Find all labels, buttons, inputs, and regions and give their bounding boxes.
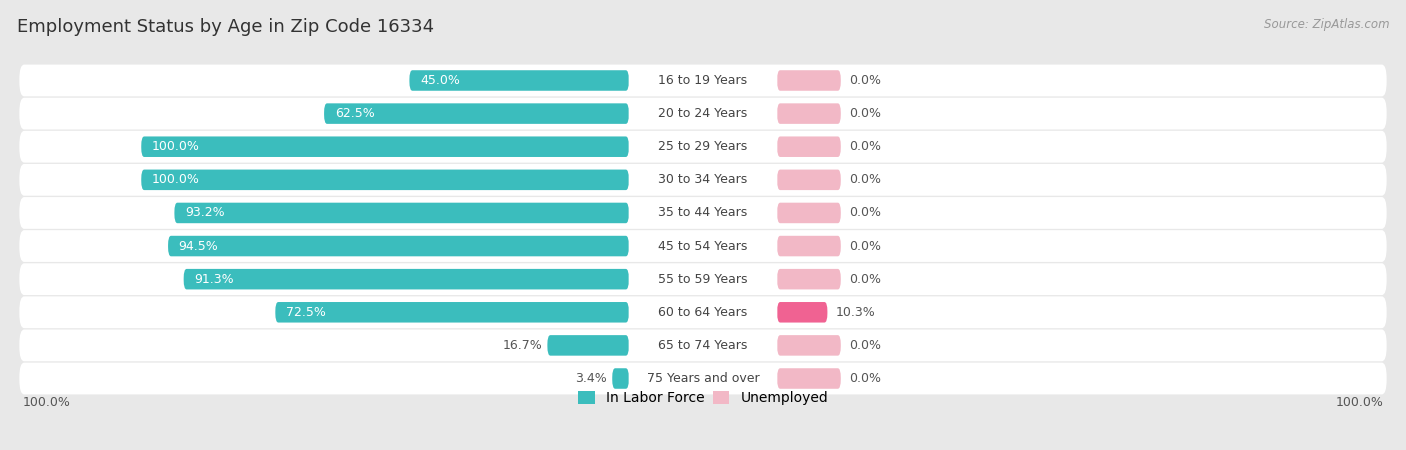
FancyBboxPatch shape [20,164,1386,196]
Text: 100.0%: 100.0% [152,173,200,186]
FancyBboxPatch shape [778,368,841,389]
FancyBboxPatch shape [628,170,778,190]
Text: 0.0%: 0.0% [849,173,882,186]
Text: 72.5%: 72.5% [285,306,326,319]
Text: 45 to 54 Years: 45 to 54 Years [658,239,748,252]
FancyBboxPatch shape [20,65,1386,96]
Text: 60 to 64 Years: 60 to 64 Years [658,306,748,319]
FancyBboxPatch shape [174,202,628,223]
FancyBboxPatch shape [323,104,628,124]
FancyBboxPatch shape [628,335,778,356]
FancyBboxPatch shape [20,197,1386,229]
Text: 0.0%: 0.0% [849,207,882,220]
FancyBboxPatch shape [141,170,628,190]
Text: Employment Status by Age in Zip Code 16334: Employment Status by Age in Zip Code 163… [17,18,434,36]
FancyBboxPatch shape [628,104,778,124]
Text: 16 to 19 Years: 16 to 19 Years [658,74,748,87]
FancyBboxPatch shape [628,368,778,389]
Text: 30 to 34 Years: 30 to 34 Years [658,173,748,186]
Text: 0.0%: 0.0% [849,339,882,352]
FancyBboxPatch shape [778,104,841,124]
FancyBboxPatch shape [778,70,841,91]
FancyBboxPatch shape [778,302,827,323]
Text: 16.7%: 16.7% [502,339,543,352]
Legend: In Labor Force, Unemployed: In Labor Force, Unemployed [578,391,828,405]
Text: 75 Years and over: 75 Years and over [647,372,759,385]
FancyBboxPatch shape [778,236,841,256]
FancyBboxPatch shape [778,335,841,356]
Text: 62.5%: 62.5% [335,107,374,120]
FancyBboxPatch shape [628,236,778,256]
Text: 0.0%: 0.0% [849,140,882,153]
FancyBboxPatch shape [20,230,1386,262]
Text: 0.0%: 0.0% [849,239,882,252]
FancyBboxPatch shape [20,131,1386,162]
Text: 0.0%: 0.0% [849,74,882,87]
Text: 93.2%: 93.2% [186,207,225,220]
Text: 0.0%: 0.0% [849,372,882,385]
FancyBboxPatch shape [612,368,628,389]
FancyBboxPatch shape [778,202,841,223]
FancyBboxPatch shape [20,297,1386,328]
Text: 3.4%: 3.4% [575,372,607,385]
Text: 65 to 74 Years: 65 to 74 Years [658,339,748,352]
FancyBboxPatch shape [20,363,1386,394]
FancyBboxPatch shape [20,329,1386,361]
Text: 25 to 29 Years: 25 to 29 Years [658,140,748,153]
FancyBboxPatch shape [628,269,778,289]
FancyBboxPatch shape [778,136,841,157]
Text: 91.3%: 91.3% [194,273,233,286]
FancyBboxPatch shape [169,236,628,256]
FancyBboxPatch shape [628,202,778,223]
Text: 100.0%: 100.0% [1336,396,1384,409]
Text: 20 to 24 Years: 20 to 24 Years [658,107,748,120]
Text: 0.0%: 0.0% [849,273,882,286]
Text: 100.0%: 100.0% [22,396,70,409]
Text: 55 to 59 Years: 55 to 59 Years [658,273,748,286]
FancyBboxPatch shape [628,136,778,157]
FancyBboxPatch shape [184,269,628,289]
FancyBboxPatch shape [20,263,1386,295]
FancyBboxPatch shape [141,136,628,157]
FancyBboxPatch shape [547,335,628,356]
FancyBboxPatch shape [628,302,778,323]
Text: 94.5%: 94.5% [179,239,218,252]
Text: 35 to 44 Years: 35 to 44 Years [658,207,748,220]
FancyBboxPatch shape [778,170,841,190]
FancyBboxPatch shape [409,70,628,91]
FancyBboxPatch shape [276,302,628,323]
FancyBboxPatch shape [628,70,778,91]
FancyBboxPatch shape [778,269,841,289]
FancyBboxPatch shape [20,98,1386,130]
Text: 45.0%: 45.0% [420,74,460,87]
Text: Source: ZipAtlas.com: Source: ZipAtlas.com [1264,18,1389,31]
Text: 10.3%: 10.3% [837,306,876,319]
Text: 0.0%: 0.0% [849,107,882,120]
Text: 100.0%: 100.0% [152,140,200,153]
